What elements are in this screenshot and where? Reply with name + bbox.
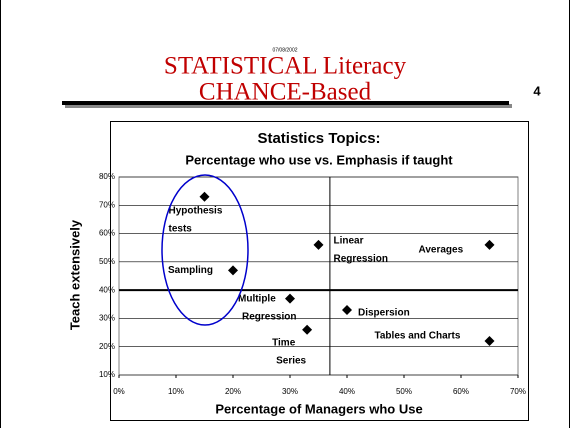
plot: 10% 20% 30% 40% 50% 60% 70% 80% 0% 10% 20% 30% 40% 50… bbox=[99, 172, 526, 396]
chart-title: Statistics Topics: bbox=[257, 130, 380, 147]
x-axis-label: Percentage of Managers who Use bbox=[215, 401, 422, 416]
point-label: Series bbox=[276, 355, 306, 366]
x-tick-label: 0% bbox=[113, 387, 125, 396]
chart-frame bbox=[110, 121, 529, 421]
point bbox=[484, 239, 495, 250]
point-label: Tables and Charts bbox=[375, 331, 461, 342]
point-label: Multiple bbox=[238, 293, 276, 304]
y-tick-label: 40% bbox=[99, 285, 115, 294]
point bbox=[313, 239, 324, 250]
y-tick-label: 30% bbox=[99, 314, 115, 323]
x-tick-label: 50% bbox=[396, 387, 412, 396]
date: 07/08/2002 bbox=[272, 47, 297, 53]
point-label: tests bbox=[169, 223, 193, 234]
y-tick-label: 70% bbox=[99, 200, 115, 209]
point bbox=[484, 336, 495, 347]
point-label: Regression bbox=[334, 254, 388, 265]
point bbox=[342, 304, 352, 315]
rule-shadow bbox=[65, 104, 512, 108]
x-tick-label: 70% bbox=[510, 387, 526, 396]
rule bbox=[62, 101, 509, 105]
point-label: Linear bbox=[334, 236, 364, 247]
chart-subtitle: Percentage who use vs. Emphasis if taugh… bbox=[185, 152, 453, 167]
title: STATISTICAL Literacy bbox=[164, 53, 407, 80]
point bbox=[228, 265, 238, 276]
y-tick-label: 60% bbox=[99, 229, 115, 238]
point bbox=[199, 191, 210, 202]
y-tick-label: 80% bbox=[99, 172, 115, 181]
y-tick-label: 10% bbox=[99, 370, 115, 379]
x-tick-label: 60% bbox=[453, 387, 469, 396]
point-label: Dispersion bbox=[358, 308, 410, 319]
point bbox=[285, 293, 295, 304]
point-label: Time bbox=[272, 337, 296, 348]
page-number: 4 bbox=[533, 83, 541, 98]
x-tick-label: 30% bbox=[282, 387, 298, 396]
point-label: Hypothesis bbox=[169, 205, 223, 216]
highlight-ellipse bbox=[161, 174, 249, 326]
y-tick-label: 50% bbox=[99, 257, 115, 266]
x-tick-label: 40% bbox=[339, 387, 355, 396]
point-label: Averages bbox=[419, 245, 464, 256]
point bbox=[302, 324, 313, 335]
y-axis-label: Teach extensively bbox=[67, 219, 82, 330]
point-label: Sampling bbox=[168, 265, 213, 276]
y-tick-label: 20% bbox=[99, 342, 115, 351]
x-tick-label: 10% bbox=[168, 387, 184, 396]
x-tick-label: 20% bbox=[225, 387, 241, 396]
point-label: Regression bbox=[242, 311, 296, 322]
